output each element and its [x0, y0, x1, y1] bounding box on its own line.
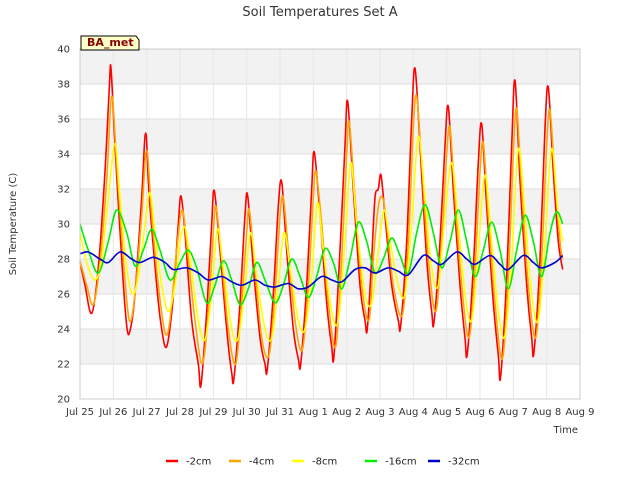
x-tick-label: Jul 30 — [232, 407, 261, 418]
x-tick-label: Jul 31 — [265, 407, 294, 418]
x-tick-label: Aug 2 — [332, 407, 361, 418]
series-line-32cmcm — [79, 251, 564, 290]
series-line-16cmcm — [79, 203, 564, 306]
x-tick-label: Aug 4 — [399, 407, 428, 418]
y-tick-label: 38 — [57, 80, 70, 91]
grid-band — [80, 119, 580, 154]
grid-band — [80, 189, 580, 224]
x-tick-label: Aug 8 — [532, 407, 561, 418]
legend-label: -4cm — [249, 457, 274, 468]
x-tick-label: Aug 9 — [565, 407, 594, 418]
plot-frame — [79, 48, 581, 400]
site-label-box: BA_met — [80, 35, 140, 51]
x-axis-title: Time — [553, 425, 578, 436]
y-tick-label: 40 — [57, 45, 70, 56]
series-lines — [79, 63, 564, 388]
legend-label: -2cm — [186, 457, 211, 468]
x-tick-label: Aug 3 — [365, 407, 394, 418]
y-tick-label: 22 — [57, 360, 70, 371]
series-line-2cmcm — [79, 63, 564, 388]
legend-label: -16cm — [385, 457, 417, 468]
x-tick-label: Jul 26 — [98, 407, 127, 418]
x-tick-label: Aug 6 — [465, 407, 494, 418]
series-line-4cmcm — [79, 94, 564, 366]
x-tick-label: Jul 29 — [198, 407, 227, 418]
x-tick-label: Jul 25 — [65, 407, 94, 418]
y-tick-label: 26 — [57, 290, 70, 301]
y-tick-label: 28 — [57, 255, 70, 266]
y-tick-label: 30 — [57, 220, 70, 231]
site-label: BA_met — [87, 36, 134, 49]
x-tick-label: Aug 7 — [499, 407, 528, 418]
y-axis-ticks: 20 22 24 26 28 30 32 34 36 38 40 — [57, 45, 70, 406]
y-axis-title: Soil Temperature (C) — [8, 173, 19, 276]
grid-band — [80, 259, 580, 294]
y-tick-label: 34 — [57, 150, 70, 161]
y-tick-label: 32 — [57, 185, 70, 196]
x-tick-label: Jul 27 — [132, 407, 161, 418]
x-tick-label: Aug 1 — [299, 407, 328, 418]
y-tick-label: 20 — [57, 395, 70, 406]
x-tick-label: Jul 28 — [165, 407, 194, 418]
x-tick-label: Aug 5 — [432, 407, 461, 418]
chart-title: Soil Temperatures Set A — [242, 5, 397, 20]
y-tick-label: 36 — [57, 115, 70, 126]
series-line-8cmcm — [79, 135, 564, 343]
x-axis-ticks: Jul 25 Jul 26 Jul 27 Jul 28 Jul 29 Jul 30 Jul … — [65, 407, 595, 418]
y-tick-label: 24 — [57, 325, 70, 336]
legend: -2cm -4cm -8cm -16cm -32cm — [166, 457, 480, 468]
legend-label: -8cm — [312, 457, 337, 468]
grid-band — [80, 49, 580, 84]
legend-label: -32cm — [448, 457, 480, 468]
